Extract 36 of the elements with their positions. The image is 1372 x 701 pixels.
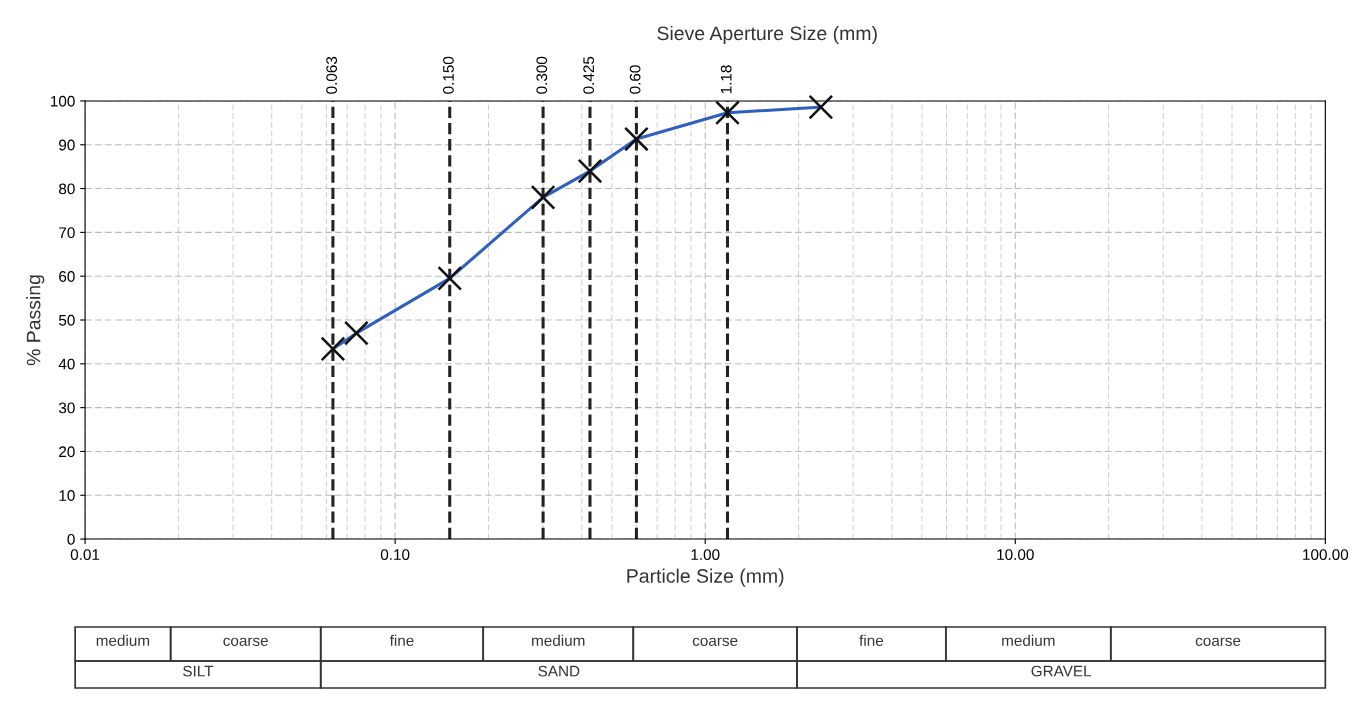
- y-tick-label: 70: [59, 227, 75, 239]
- y-tick-label: 30: [58, 402, 75, 414]
- x-tick-label: 0.10: [380, 549, 410, 561]
- text: coarse: [692, 637, 738, 646]
- ref-line-label: 0.60: [629, 65, 641, 94]
- text: fine: [389, 634, 414, 646]
- text: coarse: [1195, 637, 1241, 646]
- y-tick-label: 10: [59, 490, 75, 501]
- y-tick-label: 100: [51, 95, 75, 107]
- ref-line-label: 0.300: [536, 56, 548, 94]
- y-tick-label: 20: [59, 446, 75, 458]
- x-tick-label: 0.01: [70, 549, 100, 561]
- text: SAND: [538, 665, 580, 677]
- ref-line-label: 0.063: [326, 56, 338, 94]
- y-tick-label: 50: [58, 314, 75, 326]
- y-tick-label: 0: [67, 533, 75, 545]
- y-tick-label: 90: [59, 139, 75, 151]
- y-tick-label: 80: [59, 183, 75, 195]
- ref-line-label: 0.425: [583, 56, 595, 94]
- x-tick-label: 1.00: [691, 549, 720, 561]
- y-tick-label: 60: [59, 271, 75, 282]
- ref-line-label: 1.18: [720, 65, 732, 94]
- y-axis-title: % Passing: [26, 275, 45, 366]
- text: coarse: [223, 637, 268, 646]
- x-tick-label: 10.00: [997, 549, 1034, 561]
- x-axis-title: Particle Size (mm): [627, 568, 784, 587]
- text: fine: [859, 634, 884, 646]
- x-tick-label: 100.00: [1303, 549, 1349, 561]
- text: medium: [96, 634, 150, 646]
- y-tick-label: 40: [58, 358, 75, 370]
- ref-line-label: 0.150: [443, 56, 454, 94]
- text: medium: [532, 634, 585, 646]
- text: SILT: [183, 665, 214, 677]
- text: medium: [1002, 634, 1055, 646]
- text: Sieve Aperture Size (mm): [657, 25, 877, 45]
- text: GRAVEL: [1031, 665, 1092, 677]
